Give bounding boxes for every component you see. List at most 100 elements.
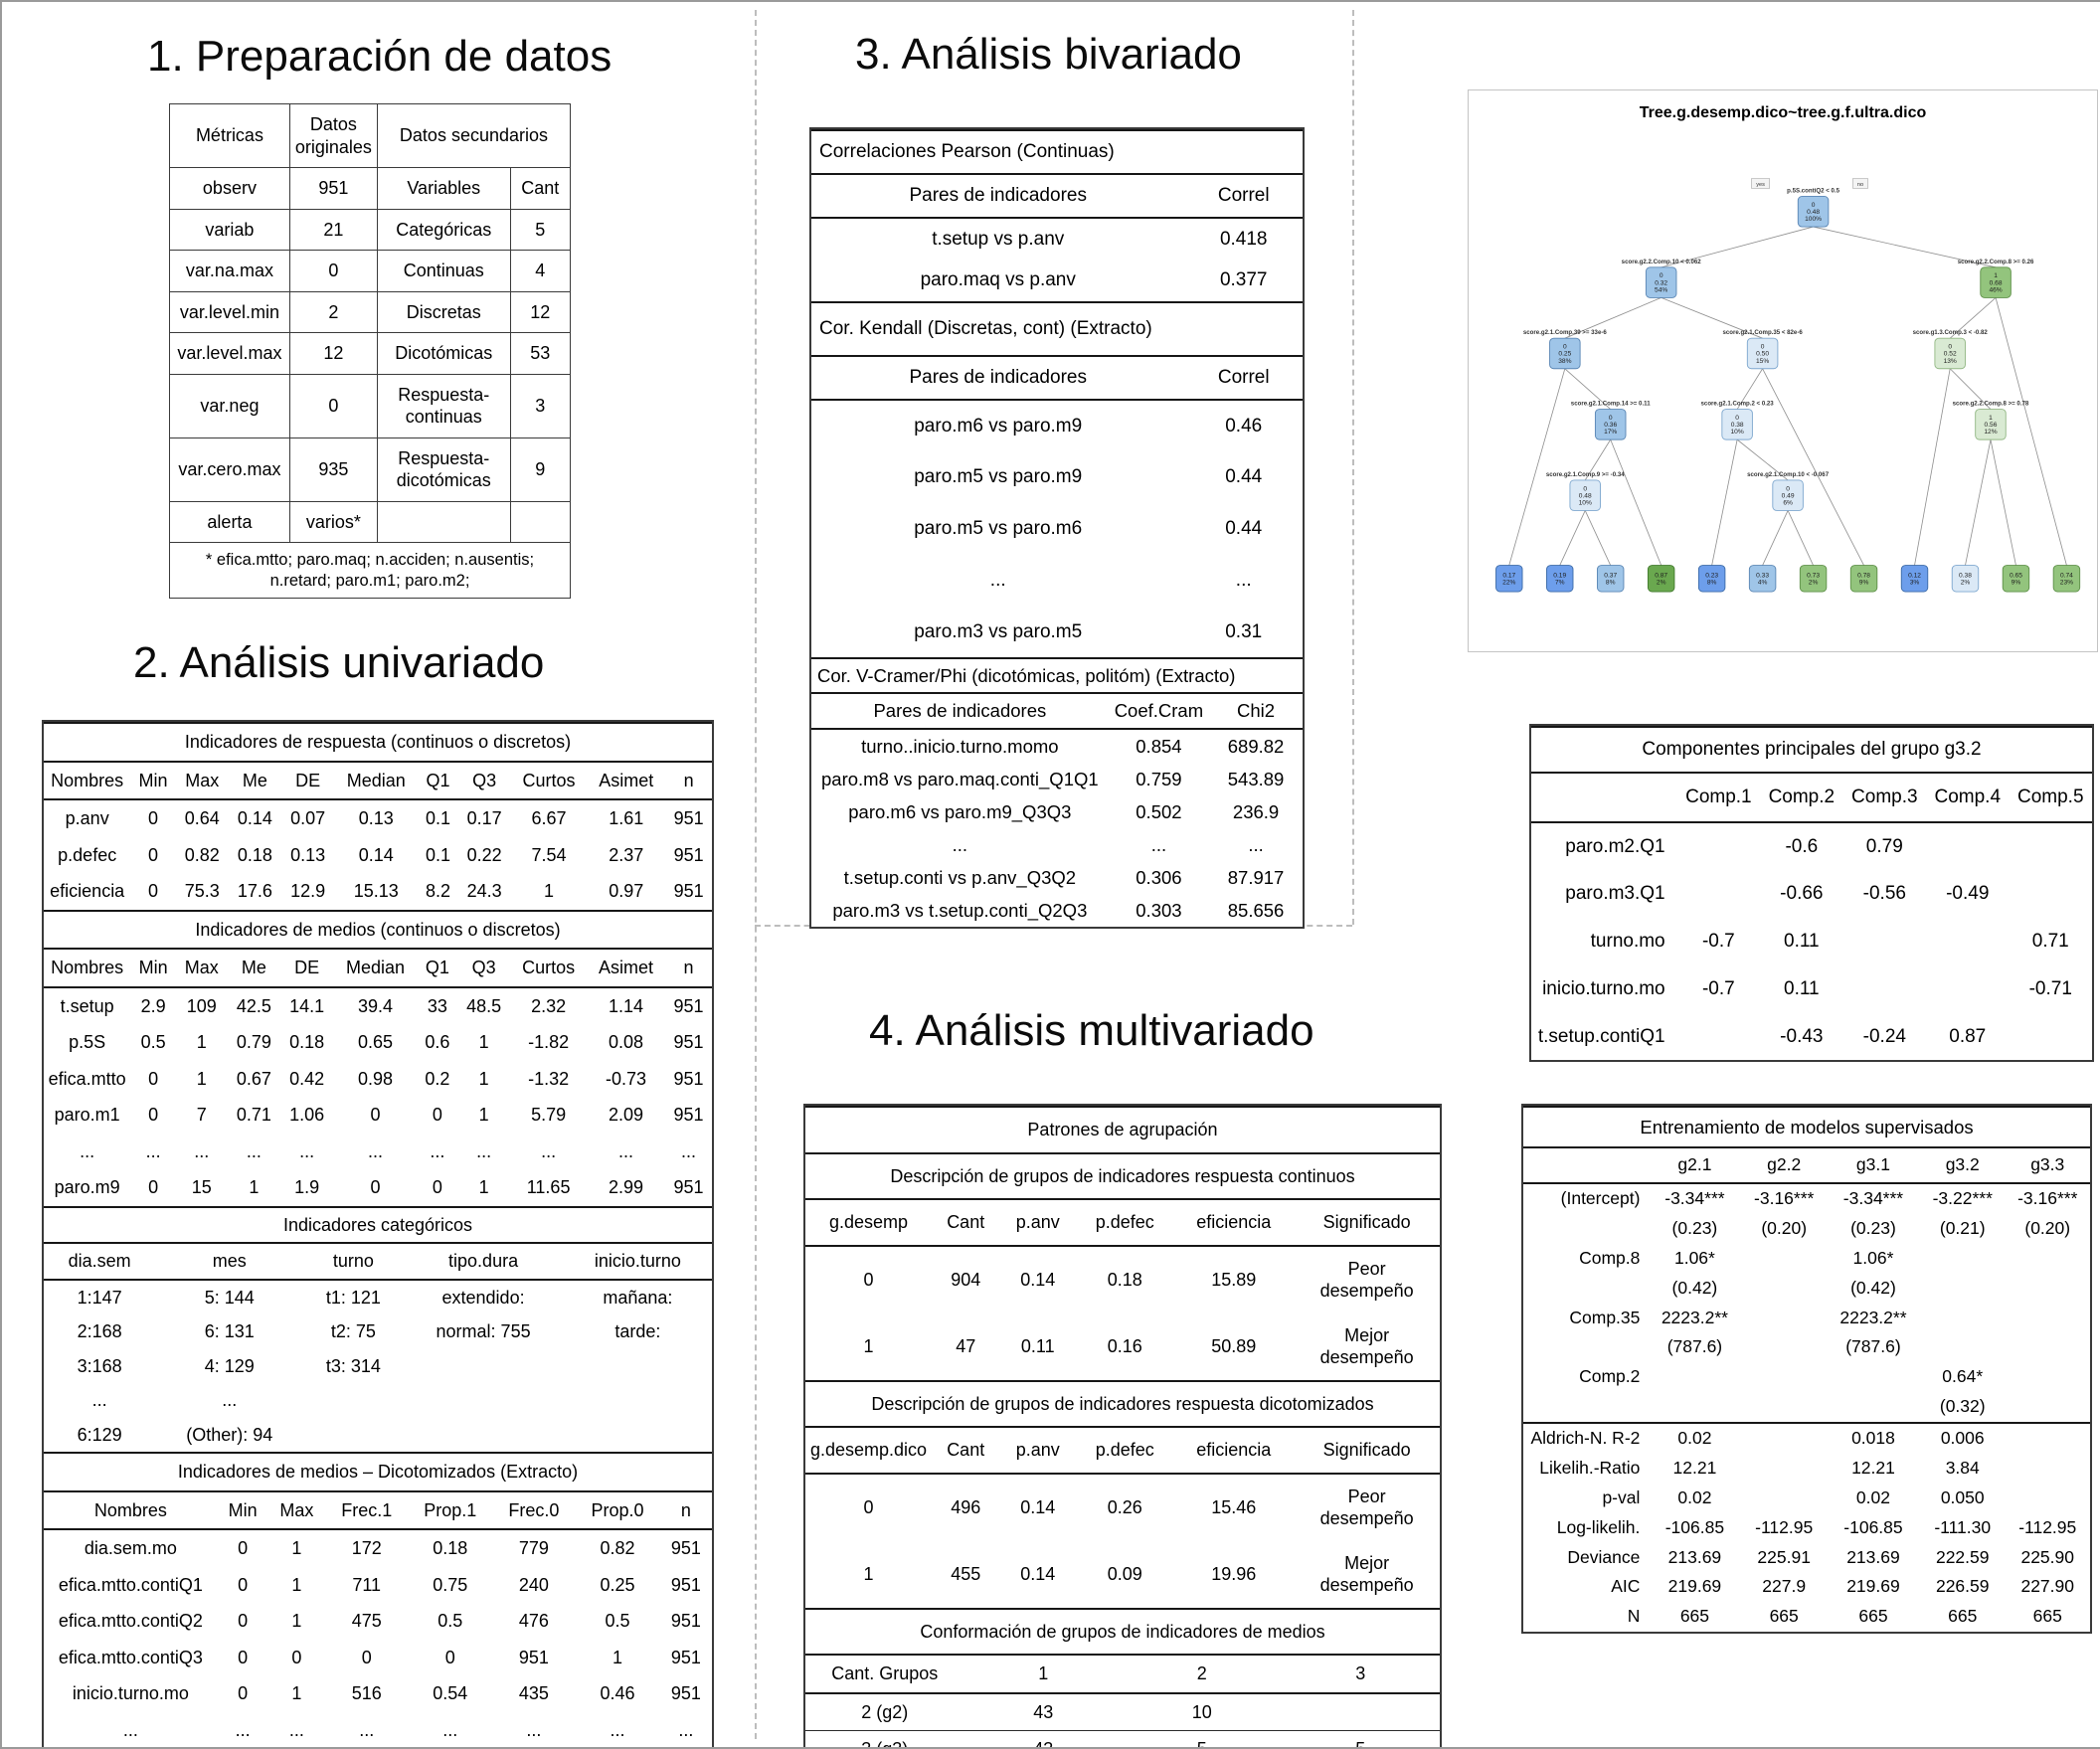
svg-text:2%: 2% (1961, 580, 1971, 587)
cell (2010, 822, 2093, 871)
header-cell: Me (229, 762, 281, 800)
cell (1741, 1454, 1827, 1484)
svg-text:10%: 10% (1731, 429, 1744, 436)
cell (1741, 1362, 1827, 1392)
header-cell: Coef.Cram (1109, 693, 1209, 728)
header-cell: Min (218, 1491, 268, 1530)
cell: 6: 131 (155, 1314, 303, 1349)
header-cell: Min (130, 762, 175, 800)
cell: -112.95 (2005, 1513, 2090, 1543)
cell (1741, 1244, 1827, 1274)
header-cell: inicio.turno (564, 1243, 712, 1280)
tree-leaf-node: 0.732% (1800, 566, 1827, 593)
cell: Componentes principales del grupo g3.2 (1531, 727, 2092, 773)
cell: 227.90 (2005, 1572, 2090, 1602)
cell: 496 (932, 1474, 999, 1541)
cell: 455 (932, 1541, 999, 1609)
header-cell: p.anv (999, 1427, 1076, 1474)
table-row: (787.6)(787.6) (1523, 1332, 2090, 1362)
cell: -112.95 (1741, 1513, 1827, 1543)
header-cell: g.desemp.dico (805, 1427, 932, 1474)
cell: ... (325, 1712, 408, 1749)
svg-text:10%: 10% (1579, 500, 1592, 507)
cell: ... (228, 1134, 280, 1170)
cell: (Other): 94 (155, 1418, 303, 1453)
cell: 1.9 (280, 1169, 333, 1206)
cell (2010, 1013, 2093, 1061)
cell: 0.1 (418, 799, 457, 837)
cell: 0.14 (999, 1474, 1076, 1541)
split-label: score.g1.3.Comp.3 < -0.82 (1913, 329, 1989, 336)
header-cell: Nombres (44, 1491, 218, 1530)
svg-text:2%: 2% (1809, 580, 1819, 587)
cell: 219.69 (1827, 1572, 1920, 1602)
cell: 0 (130, 873, 175, 910)
cell: inicio.turno.mo (44, 1675, 218, 1712)
header-cell: turno (303, 1243, 403, 1280)
cell: 8.2 (418, 873, 457, 910)
cell: ... (510, 1134, 587, 1170)
cell: t.setup.conti vs p.anv_Q3Q2 (811, 861, 1109, 894)
cell: 87.917 (1209, 861, 1303, 894)
media-indicators-table: Indicadores de medios (continuos o discr… (44, 910, 712, 1206)
table-row: (0.23)(0.20)(0.23)(0.21)(0.20) (1523, 1214, 2090, 1244)
cell: 0.71 (2010, 918, 2093, 965)
cell: 5 (510, 209, 570, 251)
tree-edge (1585, 510, 1610, 565)
svg-text:17%: 17% (1604, 429, 1617, 436)
cell: 0.44 (1184, 451, 1303, 503)
split-label: score.g2.1.Comp.2 < 0.23 (1701, 400, 1775, 407)
cell: t.setup.contiQ1 (1531, 1013, 1677, 1061)
cell: Likelih.-Ratio (1523, 1454, 1648, 1484)
cell: 1.06* (1648, 1244, 1741, 1274)
cell (1677, 870, 1760, 918)
cell: -3.34*** (1648, 1183, 1741, 1214)
cell: 0 (325, 1640, 408, 1676)
data-table: Cor. V-Cramer/Phi (dicotómicas, politóm)… (811, 657, 1303, 927)
cell: Indicadores de respuesta (continuos o di… (44, 723, 712, 762)
data-table: Correlaciones Pearson (Continuas)Pares d… (811, 129, 1303, 301)
cell: 43 (964, 1693, 1124, 1731)
cell: -0.66 (1760, 870, 1842, 918)
cell: 0.09 (1076, 1541, 1173, 1609)
cell: Indicadores categóricos (44, 1207, 712, 1244)
header-cell: Comp.3 (1843, 773, 1926, 822)
cell: turno.mo (1531, 918, 1677, 965)
cell: -3.22*** (1920, 1183, 2006, 1214)
split-label: score.g2.2.Comp.8 >= 0.26 (1958, 259, 2034, 265)
cell: Peor desempeño (1294, 1246, 1440, 1313)
header-cell: Curtos (511, 762, 587, 800)
svg-text:0: 0 (1761, 344, 1765, 351)
cell: ... (44, 1712, 218, 1749)
cell: ... (44, 1134, 130, 1170)
cell (1920, 1244, 2006, 1274)
cell: 1 (228, 1169, 280, 1206)
cell (1741, 1304, 1827, 1333)
data-table: Cor. Kendall (Discretas, cont) (Extracto… (811, 301, 1303, 657)
cell: 5.79 (510, 1097, 587, 1134)
header-cell: Q3 (457, 949, 510, 987)
header-cell: Asimet (587, 762, 665, 800)
cell: 1 (511, 873, 587, 910)
cell: 2.09 (587, 1097, 665, 1134)
svg-text:0.48: 0.48 (1579, 492, 1592, 499)
cell: Mejor desempeño (1294, 1541, 1440, 1609)
cell: -0.6 (1760, 822, 1842, 871)
cell (2005, 1454, 2090, 1484)
cell (1926, 965, 2009, 1013)
section-3-title: 3. Análisis bivariado (855, 30, 1242, 80)
cell: 1 (457, 1097, 510, 1134)
tree-leaf-node: 0.238% (1698, 566, 1725, 593)
